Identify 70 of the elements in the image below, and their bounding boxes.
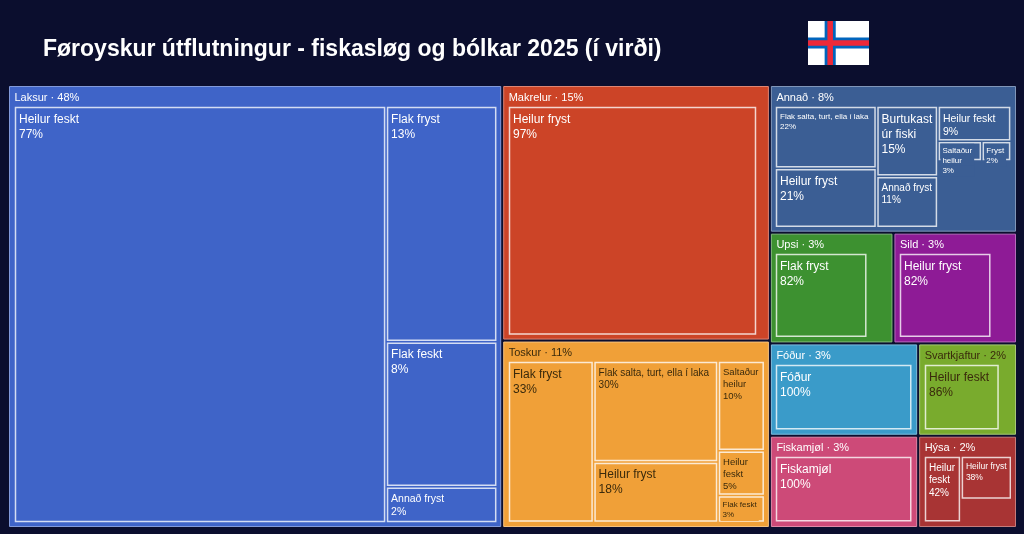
data-label: 21%	[780, 188, 805, 203]
data-label: 5%	[722, 479, 738, 491]
category-label: Flak salta, turt, ella í laka	[780, 111, 870, 120]
category-label: Heilur feskt	[928, 461, 956, 486]
data-label: 8%	[390, 361, 409, 376]
data-label: 15%	[881, 141, 907, 155]
category-label: Laksur	[14, 90, 48, 103]
category-label: Heilur feskt	[722, 456, 748, 480]
data-label: 86%	[928, 384, 953, 399]
category-label: Heilur fryst	[965, 461, 1007, 472]
data-label: · 3%	[826, 441, 850, 454]
data-label: 2%	[390, 504, 406, 517]
category-label: Heilur fryst	[903, 258, 962, 273]
data-label: · 3%	[801, 238, 825, 251]
data-label: 33%	[512, 381, 538, 396]
category-label: Annað	[776, 90, 809, 103]
data-label: 100%	[780, 476, 812, 491]
data-label: · 48%	[50, 90, 80, 103]
category-label: Flak fryst	[780, 258, 830, 273]
data-label: 77%	[18, 126, 43, 140]
category-label: Makrelur	[508, 90, 552, 103]
category-label: Burtukast úr fiski	[881, 111, 934, 140]
category-label: Heilur feskt	[928, 369, 990, 384]
data-label: · 8%	[811, 90, 835, 103]
data-label: · 11%	[544, 346, 573, 359]
category-label: Sild	[899, 238, 919, 251]
data-label: 97%	[512, 126, 538, 140]
data-label: 22%	[780, 121, 797, 130]
data-label: · 2%	[952, 441, 976, 454]
data-label: 13%	[390, 126, 415, 140]
category-label: Heilur feskt	[18, 111, 80, 125]
data-label: · 3%	[808, 348, 832, 361]
category-label: Heilur fryst	[598, 467, 657, 482]
category-label: Fryst	[986, 145, 1006, 155]
category-label: Heilur fryst	[512, 111, 571, 125]
data-label: 30%	[598, 379, 619, 391]
category-label: Fiskamjøl	[776, 441, 824, 454]
data-label: · 15%	[554, 90, 584, 103]
data-label: 82%	[780, 273, 805, 288]
data-label: 3%	[722, 510, 734, 520]
data-label: 3%	[942, 165, 955, 175]
category-label: Flak fryst	[512, 366, 563, 381]
data-label: 100%	[780, 384, 812, 399]
category-label: Flak feskt	[722, 500, 758, 510]
data-label: 9%	[943, 124, 959, 137]
data-label: 10%	[722, 390, 743, 402]
category-label: Hýsa	[924, 441, 951, 454]
category-label: Flak feskt	[390, 346, 443, 361]
data-label: 11%	[881, 193, 902, 205]
data-label: · 2%	[983, 348, 1007, 361]
category-label: Annað fryst	[881, 181, 933, 193]
data-label: 2%	[986, 155, 999, 165]
category-label: Fiskamjøl	[780, 461, 832, 476]
category-label: Svartkjaftur	[924, 348, 981, 361]
data-label: 38%	[965, 472, 983, 483]
data-label: 42%	[928, 486, 949, 498]
category-label: Upsi	[776, 238, 799, 251]
data-label: · 3%	[921, 238, 945, 251]
category-label: Fóður	[776, 348, 806, 361]
text: Føroyskur útflutningur - fiskasløg og bólkar 2025 (í virði)	[43, 34, 662, 61]
category-label: Flak fryst	[390, 111, 440, 125]
data-label: 82%	[903, 273, 929, 288]
category-label: Heilur feskt	[943, 111, 996, 124]
category-label: Saltaður heilur	[722, 366, 759, 390]
category-label: Flak salta, turt, ella í laka	[598, 366, 710, 378]
category-label: Fóður	[780, 369, 812, 384]
category-label: Heilur fryst	[780, 173, 839, 188]
category-label: Toskur	[508, 346, 542, 359]
category-label: Annað fryst	[390, 491, 444, 504]
data-label: 18%	[598, 482, 623, 497]
